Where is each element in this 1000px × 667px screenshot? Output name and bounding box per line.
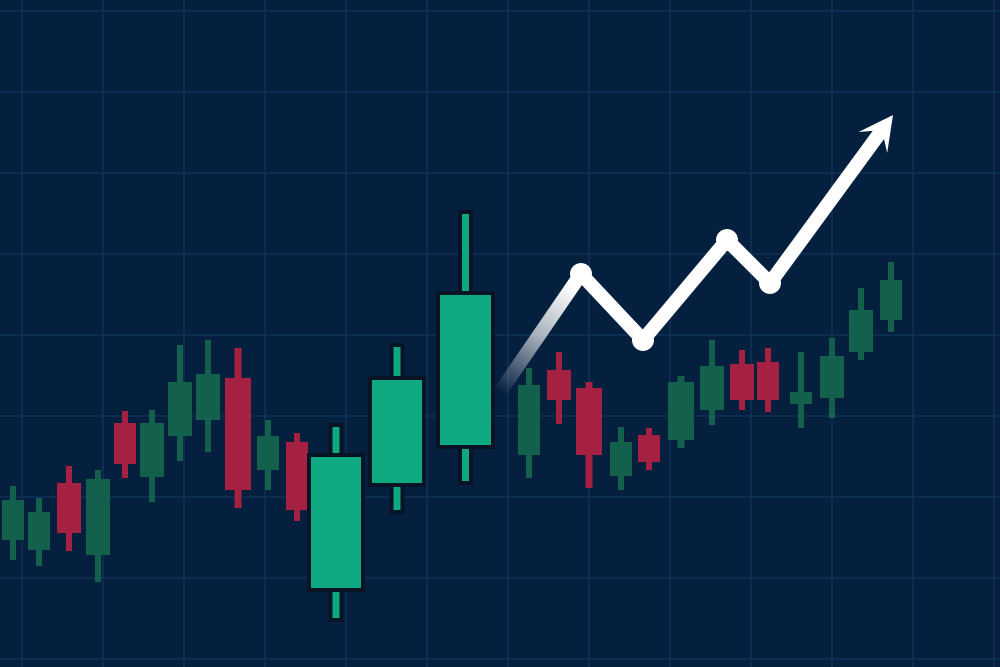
candle-body (638, 435, 660, 462)
candlestick (168, 345, 192, 461)
candlestick (638, 428, 660, 470)
candle-body (286, 442, 308, 510)
candlestick (757, 348, 779, 412)
candle-body (730, 364, 754, 400)
candle-body (576, 388, 602, 455)
candlestick (610, 427, 632, 490)
candlestick (368, 343, 426, 514)
candlestick (849, 288, 873, 360)
arrow-head (858, 115, 893, 153)
candlestick (820, 338, 844, 418)
uptrend-arrow (493, 115, 893, 399)
candlestick (86, 470, 110, 582)
candle-body (257, 436, 279, 470)
arrow-joint-dot (570, 263, 592, 285)
candle-body (86, 479, 110, 555)
candlestick (196, 340, 220, 452)
candlestick (140, 410, 164, 502)
candle-body (518, 385, 540, 455)
candlestick (518, 368, 540, 478)
candle-body (114, 423, 136, 464)
arrow-joint-dot (759, 272, 781, 294)
candle-body (436, 291, 495, 449)
candlestick-series (2, 210, 902, 622)
candle-body (307, 453, 365, 592)
candlestick (436, 210, 495, 485)
candlestick (790, 352, 812, 428)
candle-wick (798, 352, 804, 428)
candle-body (225, 378, 251, 490)
candlestick (257, 420, 279, 490)
candlestick (307, 423, 365, 622)
arrow-joint-dot (632, 329, 654, 351)
candlestick (576, 382, 602, 488)
candlestick (28, 498, 50, 566)
candle-body (2, 500, 24, 540)
candle-body (757, 362, 779, 400)
arrow-line (493, 127, 886, 399)
candle-body (57, 483, 81, 533)
candle-body (140, 423, 164, 477)
candlestick (114, 411, 136, 478)
candlestick (547, 352, 571, 424)
arrow-joint-dot (716, 229, 738, 251)
candle-body (28, 512, 50, 550)
candlestick (57, 466, 81, 551)
candlestick (730, 350, 754, 410)
candle-body (668, 382, 694, 440)
candle-body (368, 376, 426, 487)
candlestick (2, 486, 24, 560)
candle-body (849, 310, 873, 352)
candlestick (225, 348, 251, 508)
candle-body (168, 382, 192, 436)
candlestick (286, 433, 308, 521)
candle-body (880, 280, 902, 320)
candle-body (196, 374, 220, 420)
candle-body (547, 370, 571, 400)
candle-body (700, 366, 724, 410)
candlestick (880, 262, 902, 332)
candle-body (820, 356, 844, 398)
candle-body (610, 442, 632, 476)
candlestick (668, 376, 694, 448)
candlestick (700, 340, 724, 425)
candle-body (790, 392, 812, 404)
